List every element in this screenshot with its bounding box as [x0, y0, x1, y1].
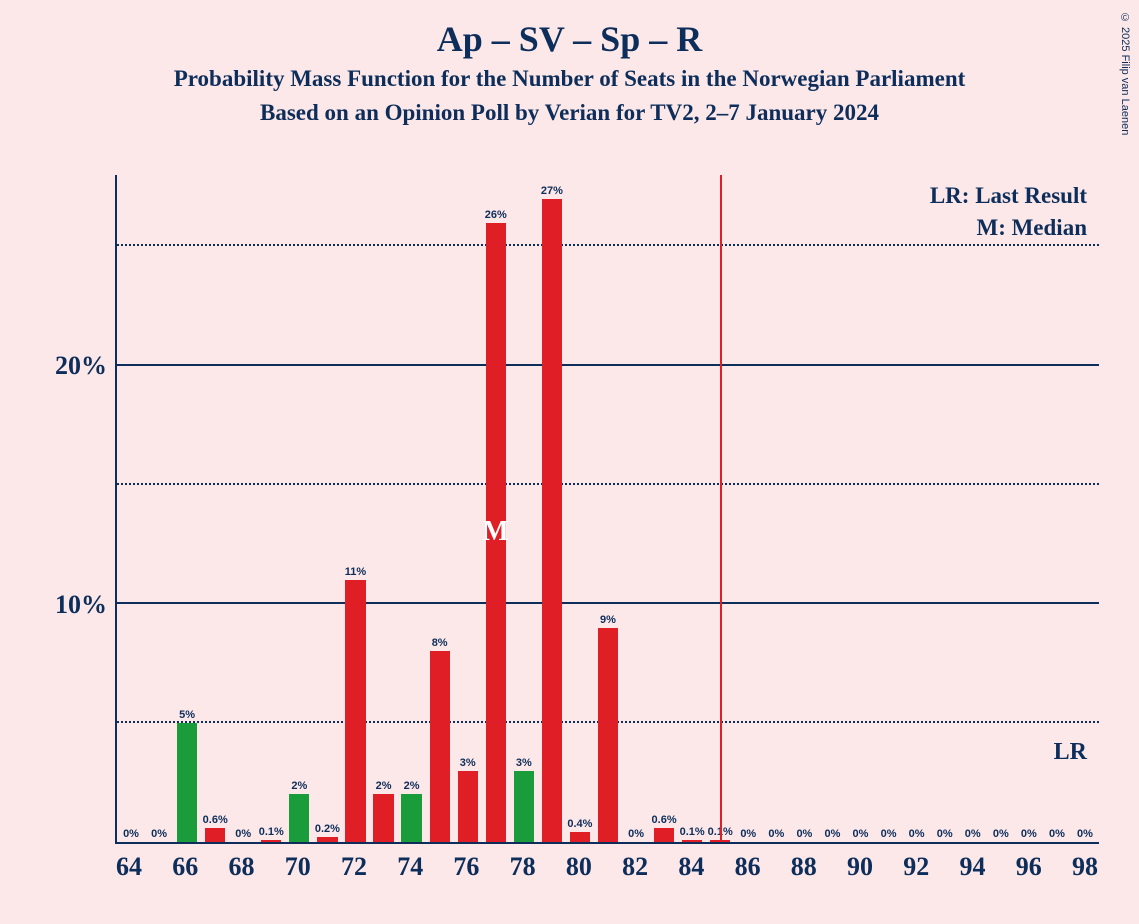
bar: 3%	[458, 771, 478, 842]
bar-value-label: 0%	[993, 828, 1009, 842]
bar: 0.4%	[570, 832, 590, 842]
bar-value-label: 2%	[404, 780, 420, 794]
x-tick-label: 72	[341, 852, 367, 882]
x-tick-label: 82	[622, 852, 648, 882]
median-label: M	[483, 516, 509, 548]
x-axis: 64 66 68 70 72 74 76 78 80 82 84 86 88 90 92 94 96 98	[115, 844, 1099, 894]
lr-label: LR	[1054, 739, 1087, 766]
legend-m: M: Median	[976, 215, 1087, 241]
bar: 2%	[401, 794, 421, 842]
bar: 0.1%	[261, 840, 281, 842]
bar: 27%	[542, 199, 562, 842]
bar-value-label: 0.4%	[567, 818, 592, 832]
bar-value-label: 0%	[768, 828, 784, 842]
copyright-text: © 2025 Filip van Laenen	[1119, 12, 1131, 135]
bar-value-label: 0.6%	[203, 814, 228, 828]
x-tick-label: 66	[172, 852, 198, 882]
chart-container: 10% 20% LR: Last Result M: Median 0% 0% 5% 0…	[30, 175, 1109, 894]
bar-value-label: 0%	[965, 828, 981, 842]
x-tick-label: 96	[1016, 852, 1042, 882]
bar-value-label: 0%	[740, 828, 756, 842]
gridline	[117, 602, 1099, 604]
chart-titles: Ap – SV – Sp – R Probability Mass Functi…	[0, 0, 1139, 126]
bar-value-label: 9%	[600, 614, 616, 628]
bar-value-label: 0.1%	[259, 826, 284, 840]
x-tick-label: 80	[566, 852, 592, 882]
plot-area: LR: Last Result M: Median 0% 0% 5% 0.6% 0% 0.…	[115, 175, 1099, 844]
bar-value-label: 0%	[909, 828, 925, 842]
bar-value-label: 8%	[432, 637, 448, 651]
bar: 0.2%	[317, 837, 337, 842]
bar: 3%	[514, 771, 534, 842]
bar-value-label: 11%	[345, 566, 366, 580]
bar: 0.6%	[205, 828, 225, 842]
bar-value-label: 0%	[824, 828, 840, 842]
bar-value-label: 0.1%	[680, 826, 705, 840]
bar-value-label: 0%	[1049, 828, 1065, 842]
last-result-line	[720, 175, 722, 842]
x-tick-label: 94	[959, 852, 985, 882]
bar-value-label: 0%	[123, 828, 139, 842]
bar: 11%	[345, 580, 365, 842]
chart-title-sub1: Probability Mass Function for the Number…	[0, 66, 1139, 92]
bar-value-label: 0.6%	[652, 814, 677, 828]
bar-value-label: 2%	[376, 780, 392, 794]
x-tick-label: 84	[678, 852, 704, 882]
chart-title-sub2: Based on an Opinion Poll by Verian for T…	[0, 100, 1139, 126]
bar-value-label: 0%	[881, 828, 897, 842]
bar: 0.6%	[654, 828, 674, 842]
x-tick-label: 98	[1072, 852, 1098, 882]
bar: 0.1%	[682, 840, 702, 842]
legend-lr: LR: Last Result	[930, 183, 1087, 209]
x-tick-label: 70	[285, 852, 311, 882]
x-tick-label: 64	[116, 852, 142, 882]
bar-value-label: 0%	[796, 828, 812, 842]
x-tick-label: 90	[847, 852, 873, 882]
x-tick-label: 88	[791, 852, 817, 882]
bar: 2%	[373, 794, 393, 842]
bar: 5%	[177, 723, 197, 842]
y-axis: 10% 20%	[30, 175, 115, 844]
bar-value-label: 0%	[235, 828, 251, 842]
chart-title-main: Ap – SV – Sp – R	[0, 18, 1139, 60]
bar-value-label: 26%	[485, 209, 507, 223]
bar: 2%	[289, 794, 309, 842]
bar-value-label: 27%	[541, 185, 563, 199]
bar-value-label: 0%	[1021, 828, 1037, 842]
gridline-minor	[117, 483, 1099, 485]
x-tick-label: 92	[903, 852, 929, 882]
x-tick-label: 78	[510, 852, 536, 882]
bar-value-label: 0%	[853, 828, 869, 842]
x-tick-label: 68	[229, 852, 255, 882]
bar-value-label: 0%	[628, 828, 644, 842]
bar-value-label: 5%	[179, 709, 195, 723]
bar-value-label: 0%	[1077, 828, 1093, 842]
x-tick-label: 86	[735, 852, 761, 882]
gridline-minor	[117, 244, 1099, 246]
bar-value-label: 0%	[151, 828, 167, 842]
x-tick-label: 74	[397, 852, 423, 882]
bar-value-label: 2%	[291, 780, 307, 794]
bar: 8%	[430, 651, 450, 842]
bar: 9%	[598, 628, 618, 842]
x-tick-label: 76	[453, 852, 479, 882]
y-tick-label: 20%	[55, 351, 107, 381]
bar-value-label: 3%	[460, 757, 476, 771]
y-tick-label: 10%	[55, 590, 107, 620]
bar-value-label: 0.2%	[315, 823, 340, 837]
bar-value-label: 0%	[937, 828, 953, 842]
bar-value-label: 3%	[516, 757, 532, 771]
gridline	[117, 364, 1099, 366]
